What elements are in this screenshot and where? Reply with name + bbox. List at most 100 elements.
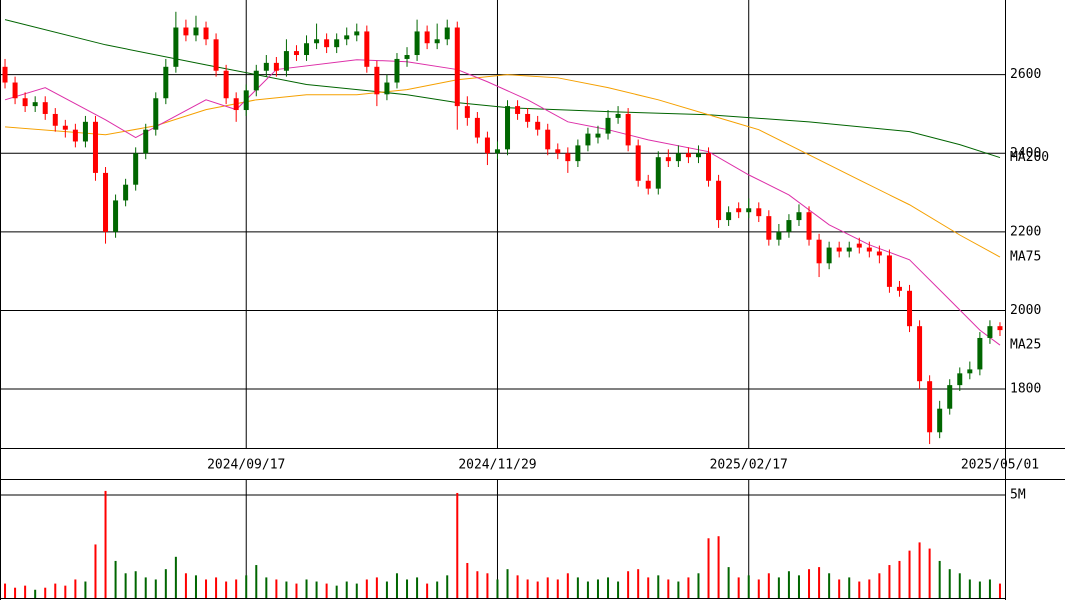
candle-body <box>746 208 752 213</box>
candle-body <box>404 55 410 59</box>
volume-bar <box>456 492 459 598</box>
candle-body <box>706 153 712 181</box>
candle-body <box>424 31 430 44</box>
volume-bar <box>586 581 589 598</box>
volume-bar <box>205 579 208 598</box>
volume-bar <box>325 583 328 598</box>
volume-bar <box>536 581 539 598</box>
volume-bar <box>315 581 318 598</box>
candle-body <box>525 113 531 122</box>
volume-bar <box>335 585 338 598</box>
x-tick-label: 2025/02/17 <box>710 458 788 473</box>
candle-body <box>82 121 88 142</box>
candle-body <box>836 247 842 252</box>
candle-body <box>2 66 8 83</box>
candle-body <box>344 35 350 40</box>
candle-body <box>494 149 500 154</box>
volume-bar <box>486 573 489 598</box>
candle-body <box>454 27 460 107</box>
volume-bar <box>14 587 17 598</box>
candle-body <box>685 153 691 158</box>
volume-bar <box>225 581 228 598</box>
volume-bar <box>777 577 780 598</box>
volume-bar <box>144 577 147 598</box>
candle-body <box>726 212 732 221</box>
volume-bar <box>707 538 710 598</box>
volume-bar <box>124 573 127 598</box>
volume-bar <box>828 573 831 598</box>
candle-body <box>263 62 269 71</box>
volume-bar <box>74 579 77 598</box>
volume-bar <box>797 575 800 598</box>
volume-bar <box>245 575 248 598</box>
volume-bar <box>767 573 770 598</box>
candle-body <box>123 184 129 201</box>
candle-body <box>22 98 28 107</box>
candle-body <box>816 239 822 264</box>
candle-body <box>856 243 862 248</box>
volume-bar <box>677 581 680 598</box>
candle-body <box>776 231 782 240</box>
volume-bar <box>958 573 961 598</box>
candle-body <box>153 98 159 130</box>
volume-bar <box>988 579 991 598</box>
candle-body <box>434 39 440 44</box>
candle-body <box>253 70 259 91</box>
candle-body <box>283 51 289 71</box>
volume-bar <box>667 579 670 598</box>
volume-bar <box>808 569 811 598</box>
volume-bar <box>727 567 730 598</box>
candle-body <box>947 385 953 409</box>
volume-bar <box>184 573 187 598</box>
volume-bar <box>84 581 87 598</box>
candle-body <box>414 31 420 56</box>
volume-bar <box>607 577 610 598</box>
volume-bar <box>24 585 27 598</box>
candle-body <box>625 113 631 146</box>
candle-body <box>736 208 742 213</box>
volume-bar <box>868 579 871 598</box>
candle-body <box>304 43 310 56</box>
candle-body <box>183 27 189 36</box>
volume-bar <box>898 560 901 598</box>
candle-body <box>907 290 913 327</box>
moving-average-label: MA25 <box>1010 338 1041 353</box>
candle-body <box>575 145 581 162</box>
candle-body <box>957 373 963 386</box>
volume-bar <box>647 577 650 598</box>
volume-tick-label: 5M <box>1010 488 1026 503</box>
volume-bar <box>506 569 509 598</box>
volume-bar <box>637 569 640 598</box>
candle-body <box>484 137 490 154</box>
volume-bar <box>978 581 981 598</box>
moving-average-label: MA75 <box>1010 250 1041 265</box>
candle-body <box>464 106 470 118</box>
volume-bar <box>34 589 37 598</box>
candle-body <box>474 117 480 138</box>
volume-bar <box>687 577 690 598</box>
volume-bar <box>305 579 308 598</box>
candle-body <box>42 102 48 114</box>
candle-body <box>173 27 179 67</box>
candle-body <box>826 247 832 264</box>
volume-bar <box>657 575 660 598</box>
volume-bar <box>878 573 881 598</box>
moving-average-line <box>4 74 1001 258</box>
candle-body <box>444 27 450 40</box>
volume-bar <box>4 583 7 598</box>
candle-body <box>92 121 98 173</box>
candle-body <box>384 82 390 95</box>
volume-bar <box>114 560 117 598</box>
candle-body <box>635 145 641 181</box>
candle-body <box>987 326 993 338</box>
volume-bar <box>446 575 449 598</box>
candle-body <box>595 133 601 138</box>
candle-body <box>655 157 661 189</box>
candle-body <box>866 247 872 252</box>
candle-body <box>394 58 400 83</box>
volume-bar <box>235 579 238 598</box>
candle-body <box>163 66 169 99</box>
y-tick-label: 2000 <box>1010 303 1041 318</box>
candle-body <box>716 180 722 221</box>
